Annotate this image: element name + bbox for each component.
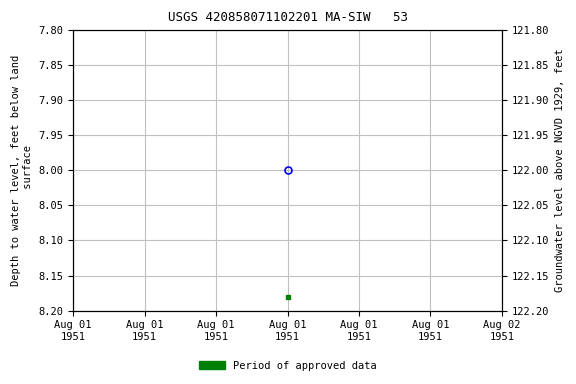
Y-axis label: Depth to water level, feet below land
 surface: Depth to water level, feet below land su… (12, 55, 33, 286)
Title: USGS 420858071102201 MA-SIW   53: USGS 420858071102201 MA-SIW 53 (168, 11, 408, 24)
Y-axis label: Groundwater level above NGVD 1929, feet: Groundwater level above NGVD 1929, feet (555, 48, 564, 292)
Legend: Period of approved data: Period of approved data (195, 357, 381, 375)
